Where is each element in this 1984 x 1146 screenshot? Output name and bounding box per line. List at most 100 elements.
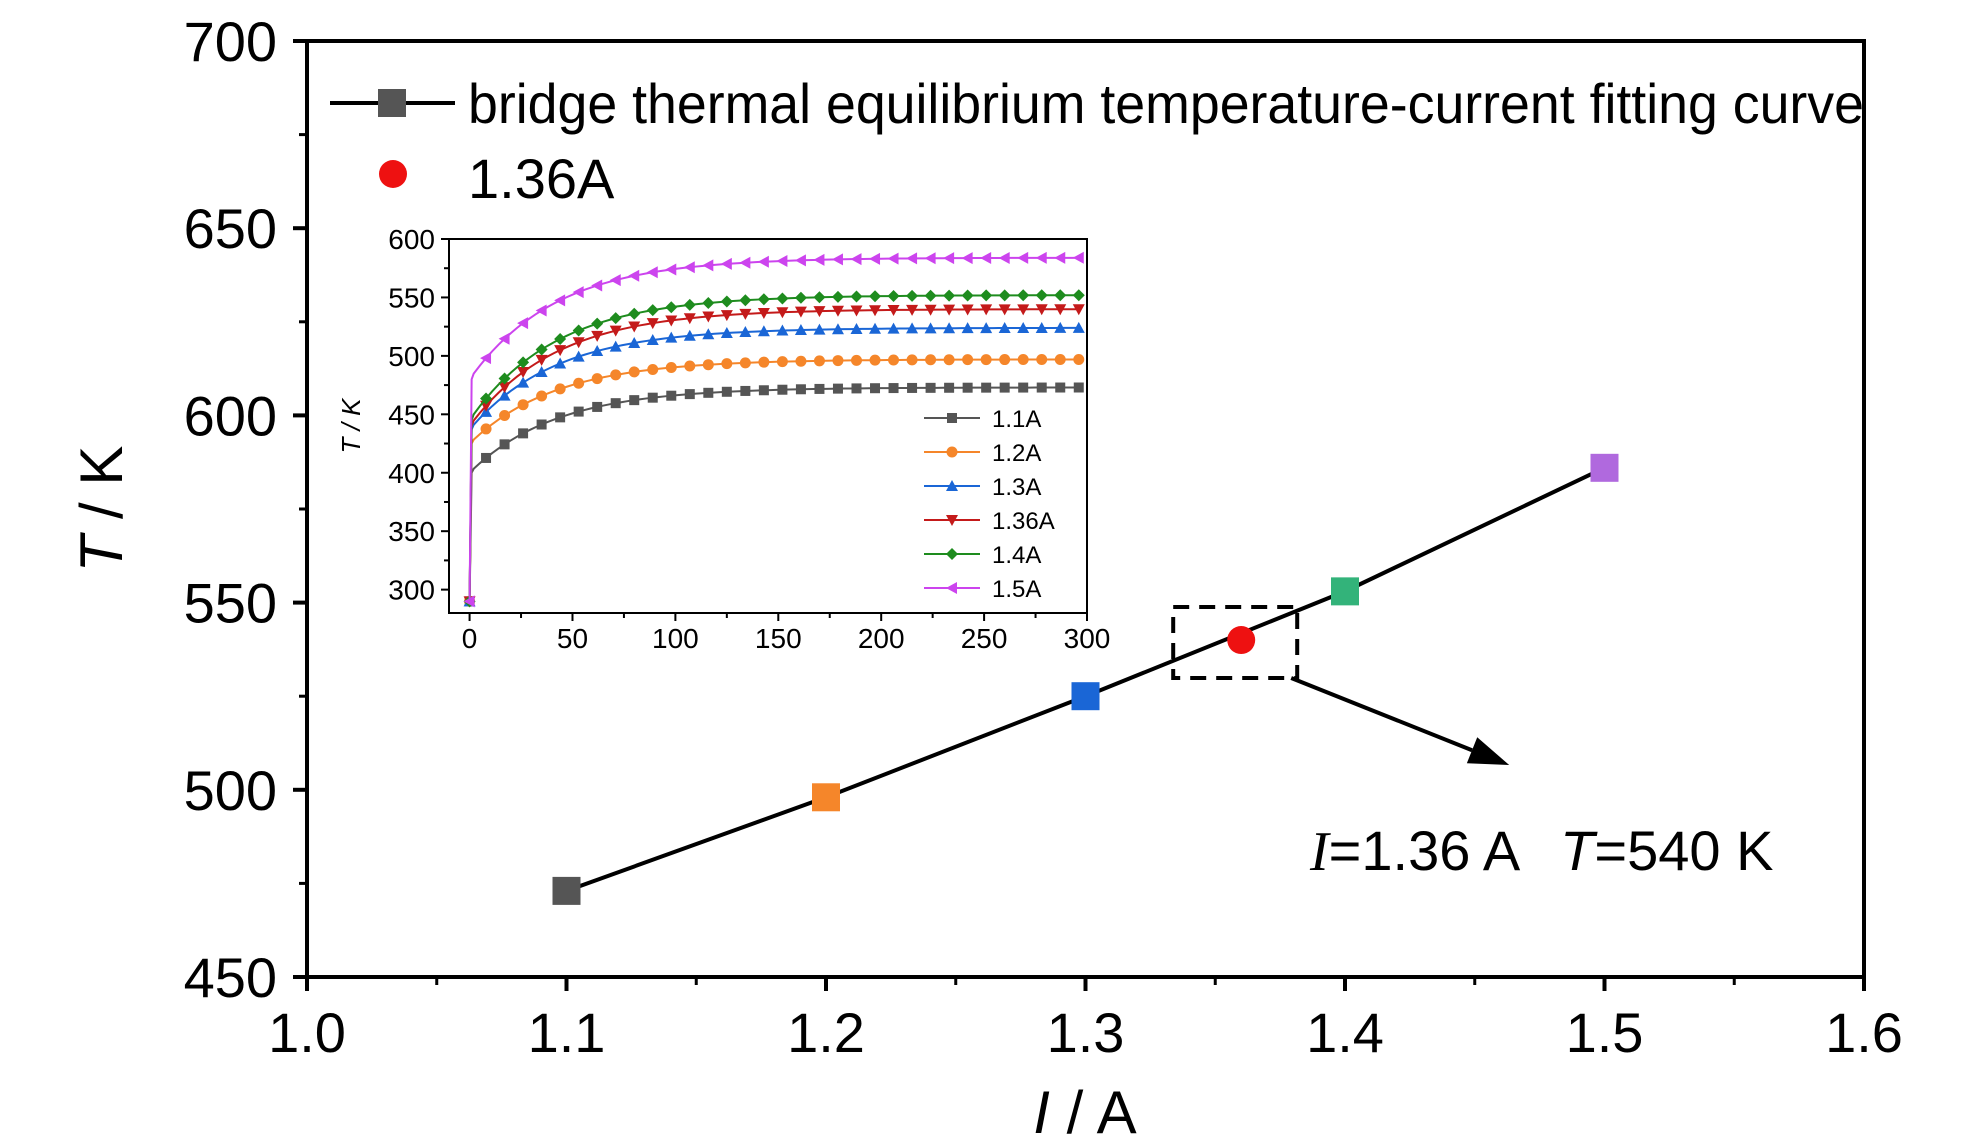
y-tick-label: 500 <box>184 759 277 822</box>
fitting-curve-point <box>552 876 581 905</box>
inset-series-point <box>961 322 974 334</box>
inset-series-point <box>536 390 548 402</box>
inset-series-point <box>739 256 751 269</box>
inset-series-point <box>962 382 973 393</box>
inset-series-point <box>720 257 732 270</box>
inset-series-point <box>887 322 900 334</box>
inset-series-point <box>499 410 511 422</box>
inset-series-point <box>535 343 548 356</box>
inset-series-point <box>1055 382 1066 393</box>
inset-series-point <box>517 399 529 411</box>
y-tick-label: 650 <box>184 197 277 260</box>
inset-series-point <box>702 359 714 371</box>
inset-series-point <box>757 308 770 320</box>
inset-series-point <box>609 340 622 352</box>
legend-circle-marker <box>379 160 407 188</box>
inset-series-point <box>943 322 956 334</box>
inset-legend-label: 1.4A <box>992 542 1041 569</box>
fitting-curve-point <box>812 783 840 812</box>
inset-series-point <box>591 345 604 357</box>
annotation-arrow-line <box>1290 676 1473 753</box>
inset-series-point <box>1035 304 1048 316</box>
inset-series-point <box>776 307 789 319</box>
inset-series-point <box>906 354 918 366</box>
inset-series-point <box>1017 321 1030 333</box>
inset-series-point <box>721 386 732 397</box>
inset-series-point <box>924 322 937 334</box>
inset-series-point <box>869 252 881 265</box>
inset-series-point <box>906 304 919 316</box>
inset-series-point <box>850 305 863 317</box>
inset-x-tick-label: 0 <box>462 623 478 654</box>
inset-series-point <box>498 372 511 385</box>
inset-series-point <box>1072 289 1085 302</box>
x-tick-label: 1.2 <box>787 1001 865 1064</box>
inset-series-point <box>702 259 714 272</box>
inset-series-point <box>646 304 659 317</box>
inset-legend-label: 1.3A <box>992 474 1041 501</box>
inset-series-point <box>777 384 788 395</box>
inset-series-point <box>832 383 843 394</box>
legend-entry-label: 1.36A <box>468 147 615 210</box>
inset-series-point <box>1054 289 1067 302</box>
inset-series-point <box>1017 304 1030 316</box>
inset-series-point <box>758 385 769 396</box>
inset-series-point <box>535 304 547 317</box>
inset-series-point <box>683 313 696 325</box>
inset-y-tick-label: 550 <box>388 282 435 313</box>
inset-series-point <box>554 345 567 357</box>
inset-series-point <box>739 357 751 369</box>
inset-series-point <box>943 252 955 265</box>
inset-series-point <box>961 252 973 265</box>
inset-series-point <box>795 384 806 395</box>
main-series-layer <box>552 453 1619 905</box>
inset-series-point <box>572 324 585 337</box>
inset-series-point <box>535 366 548 378</box>
inset-series-point <box>498 382 511 394</box>
inset-series-point <box>961 289 974 302</box>
inset-series-point <box>795 355 807 367</box>
inset-series-point <box>536 419 547 430</box>
inset-series-point <box>535 354 548 366</box>
inset-series-point <box>831 323 844 335</box>
inset-series-point <box>702 311 715 323</box>
inset-series-point <box>980 289 993 302</box>
inset-series-point <box>720 310 733 322</box>
inset-series-point <box>610 369 622 381</box>
arrow-head <box>1466 737 1510 766</box>
inset-series-point <box>740 385 751 396</box>
inset-series-point <box>794 254 806 267</box>
fitting-curve-point <box>1331 577 1359 606</box>
inset-series-point <box>517 367 530 379</box>
inset-legend-label: 1.36A <box>992 508 1055 535</box>
inset-series-point <box>980 354 992 366</box>
inset-series-point <box>776 356 788 368</box>
inset-series-point <box>1035 289 1048 302</box>
inset-series-point <box>998 289 1011 302</box>
inset-series-point <box>925 354 937 366</box>
inset-series-1-1A <box>464 382 1084 607</box>
inset-series-line <box>468 294 1079 602</box>
highlight-point-1-36A <box>1227 626 1256 655</box>
x-tick-label: 1.3 <box>1047 1001 1125 1064</box>
inset-series-point <box>720 327 733 339</box>
inset-series-point <box>943 304 956 316</box>
inset-series-point <box>480 423 492 435</box>
inset-series-point <box>720 295 733 308</box>
inset-series-point <box>628 336 641 348</box>
annotation-temp-var: T <box>1560 819 1598 882</box>
inset-series-point <box>610 398 621 409</box>
inset-y-tick-label: 350 <box>388 516 435 547</box>
x-tick-label: 1.6 <box>1825 1001 1903 1064</box>
inset-series-point <box>609 274 621 287</box>
inset-series-point <box>887 252 899 265</box>
inset-series-point <box>739 308 752 320</box>
x-axis-variable: I <box>1033 1079 1050 1146</box>
inset-series-point <box>962 354 974 366</box>
inset-series-point <box>1073 382 1084 393</box>
x-tick-label: 1.1 <box>528 1001 606 1064</box>
inset-series-point <box>850 290 863 303</box>
inset-series-point <box>573 406 584 417</box>
inset-series-point <box>554 357 567 369</box>
inset-series-point <box>498 389 511 401</box>
